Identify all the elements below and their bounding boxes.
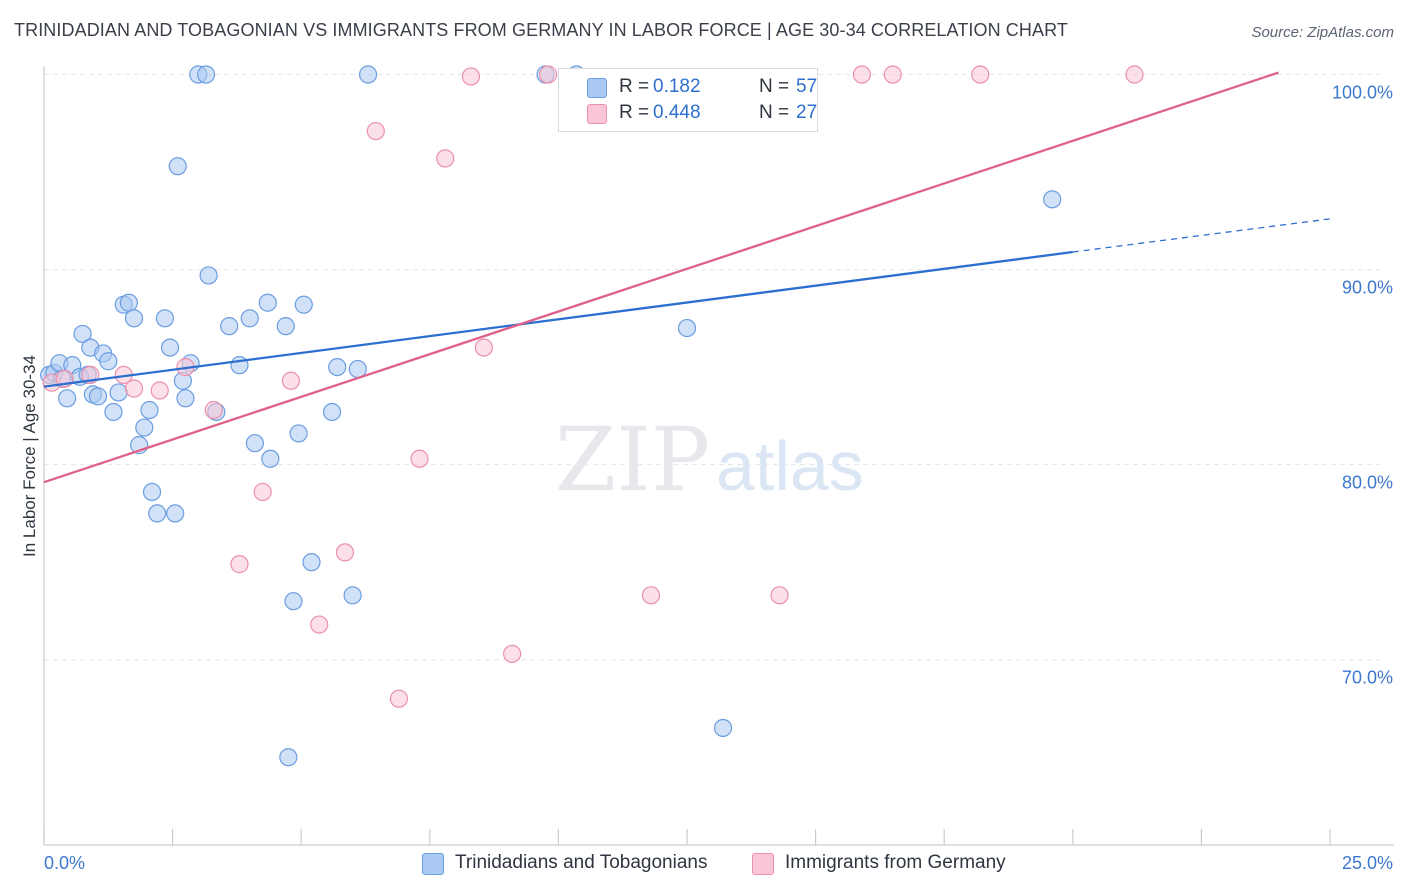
data-point (204, 400, 223, 420)
data-point (852, 65, 871, 84)
trend-line-series-1 (43, 250, 1073, 388)
legend-label-trinidadians: Trinidadians and Tobagonians (455, 852, 708, 873)
legend-n-value: 57 (796, 76, 818, 97)
legend-swatch-blue (422, 853, 444, 875)
data-point (310, 615, 329, 634)
data-point (142, 482, 162, 502)
data-point (258, 293, 277, 312)
legend-n-label: N = (759, 76, 790, 97)
data-point (276, 317, 295, 336)
data-point (88, 387, 108, 406)
data-point (140, 400, 159, 420)
data-point (713, 718, 733, 738)
data-point (343, 586, 362, 605)
data-point (461, 67, 481, 86)
legend-r-label: R = (619, 76, 650, 97)
series-2-points (42, 65, 1144, 708)
data-point (220, 317, 239, 336)
data-point (1125, 65, 1144, 84)
data-point (366, 121, 385, 141)
y-tick-label: 100.0% (1332, 83, 1393, 103)
legend-swatch-blue (587, 78, 607, 98)
data-point (883, 65, 902, 84)
data-point (770, 586, 789, 605)
data-point (335, 543, 355, 562)
data-point (160, 338, 180, 357)
data-point (358, 65, 378, 84)
correlation-legend: R = 0.182 N = 57 R = 0.448 N = 27 (558, 68, 818, 132)
data-point (166, 504, 185, 523)
data-point (253, 482, 272, 502)
data-point (150, 381, 169, 400)
data-point (155, 309, 174, 328)
legend-r-label: R = (619, 102, 650, 123)
data-point (240, 309, 259, 328)
watermark: ZIP atlas (555, 408, 864, 511)
data-point (196, 65, 216, 84)
data-point (279, 748, 298, 767)
y-tick-label: 70.0% (1342, 668, 1393, 688)
data-point (176, 389, 195, 408)
data-point (677, 318, 697, 338)
data-point (539, 65, 558, 84)
data-point (261, 449, 280, 468)
legend-swatch-pink (587, 104, 607, 124)
data-point (294, 295, 313, 314)
data-point (124, 379, 144, 398)
data-point (245, 434, 265, 453)
data-point (328, 357, 347, 377)
data-point (474, 338, 493, 357)
axes (43, 66, 1394, 846)
watermark-atlas: atlas (716, 427, 864, 505)
data-point (322, 402, 342, 422)
data-point (119, 293, 138, 312)
trend-lines (43, 71, 1331, 484)
data-point (302, 553, 321, 572)
x-tick-label: 25.0% (1342, 853, 1393, 873)
series-1-points (40, 65, 1062, 767)
data-point (1043, 190, 1062, 209)
data-point (109, 383, 128, 402)
trend-line-series-2 (43, 71, 1279, 484)
data-point (230, 555, 249, 574)
tick-labels: 70.0% 80.0% 90.0% 100.0% 0.0% 25.0% (44, 83, 1393, 873)
data-point (124, 309, 144, 328)
data-point (148, 504, 167, 523)
data-point (389, 689, 409, 708)
legend-r-value: 0.448 (653, 102, 701, 123)
data-point (58, 389, 77, 408)
watermark-zip: ZIP (555, 408, 710, 511)
data-point (135, 418, 154, 437)
chart-title: TRINIDADIAN AND TOBAGONIAN VS IMMIGRANTS… (14, 20, 1068, 40)
data-point (503, 644, 522, 663)
data-point (641, 586, 661, 605)
data-point (73, 324, 92, 344)
legend-n-label: N = (759, 102, 790, 123)
data-point (971, 65, 990, 84)
data-point (168, 157, 187, 176)
data-point (436, 149, 455, 168)
data-point (99, 352, 118, 371)
trend-extension-series-1 (1072, 218, 1331, 253)
y-tick-label: 90.0% (1342, 278, 1393, 298)
data-point (284, 592, 303, 611)
y-tick-label: 80.0% (1342, 473, 1393, 493)
legend-label-germany: Immigrants from Germany (785, 852, 1006, 873)
legend-swatch-pink (752, 853, 774, 875)
data-point (199, 266, 218, 285)
legend-r-value: 0.182 (653, 76, 701, 97)
legend-n-value: 27 (796, 102, 818, 123)
x-tick-label: 0.0% (44, 853, 85, 873)
data-point (410, 449, 429, 468)
data-point (281, 371, 301, 390)
data-point (289, 424, 308, 443)
data-point (104, 402, 123, 422)
source-note: Source: ZipAtlas.com (1251, 24, 1394, 41)
